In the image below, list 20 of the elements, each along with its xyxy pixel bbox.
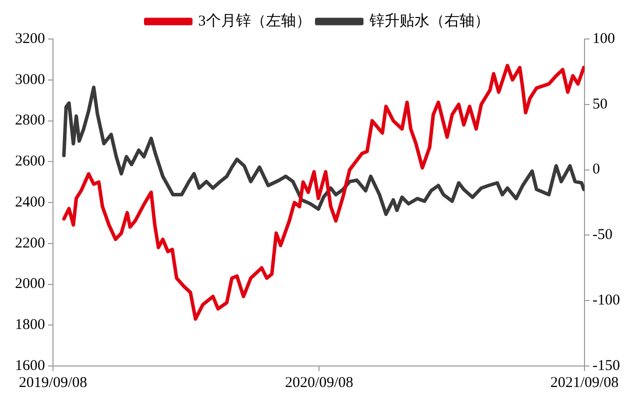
y-tick-label: 1600 xyxy=(15,358,45,374)
y2-tick-label: -150 xyxy=(592,358,620,374)
y-tick-label: 1800 xyxy=(15,317,45,334)
y-tick-label: 2000 xyxy=(15,276,45,292)
x-tick-label: 2019/09/08 xyxy=(18,374,88,391)
y-tick-label: 3000 xyxy=(15,72,45,88)
y-tick-label: 2400 xyxy=(15,194,45,210)
y-tick-label: 2600 xyxy=(15,154,45,170)
y-tick-label: 3200 xyxy=(15,30,45,47)
legend-label: 锌升贴水（右轴） xyxy=(368,12,490,30)
y-tick-label: 2800 xyxy=(15,112,45,129)
y2-tick-label: -50 xyxy=(592,227,613,244)
y2-tick-label: 50 xyxy=(592,96,608,112)
x-tick-label: 2020/09/08 xyxy=(284,374,354,391)
y-tick-label: 2200 xyxy=(15,235,45,252)
y2-tick-label: 0 xyxy=(592,162,600,178)
legend-label: 3个月锌（左轴） xyxy=(198,12,311,30)
x-tick-label: 2021/09/08 xyxy=(550,374,619,391)
y2-tick-label: -100 xyxy=(592,292,620,309)
y2-tick-label: 100 xyxy=(592,30,616,47)
